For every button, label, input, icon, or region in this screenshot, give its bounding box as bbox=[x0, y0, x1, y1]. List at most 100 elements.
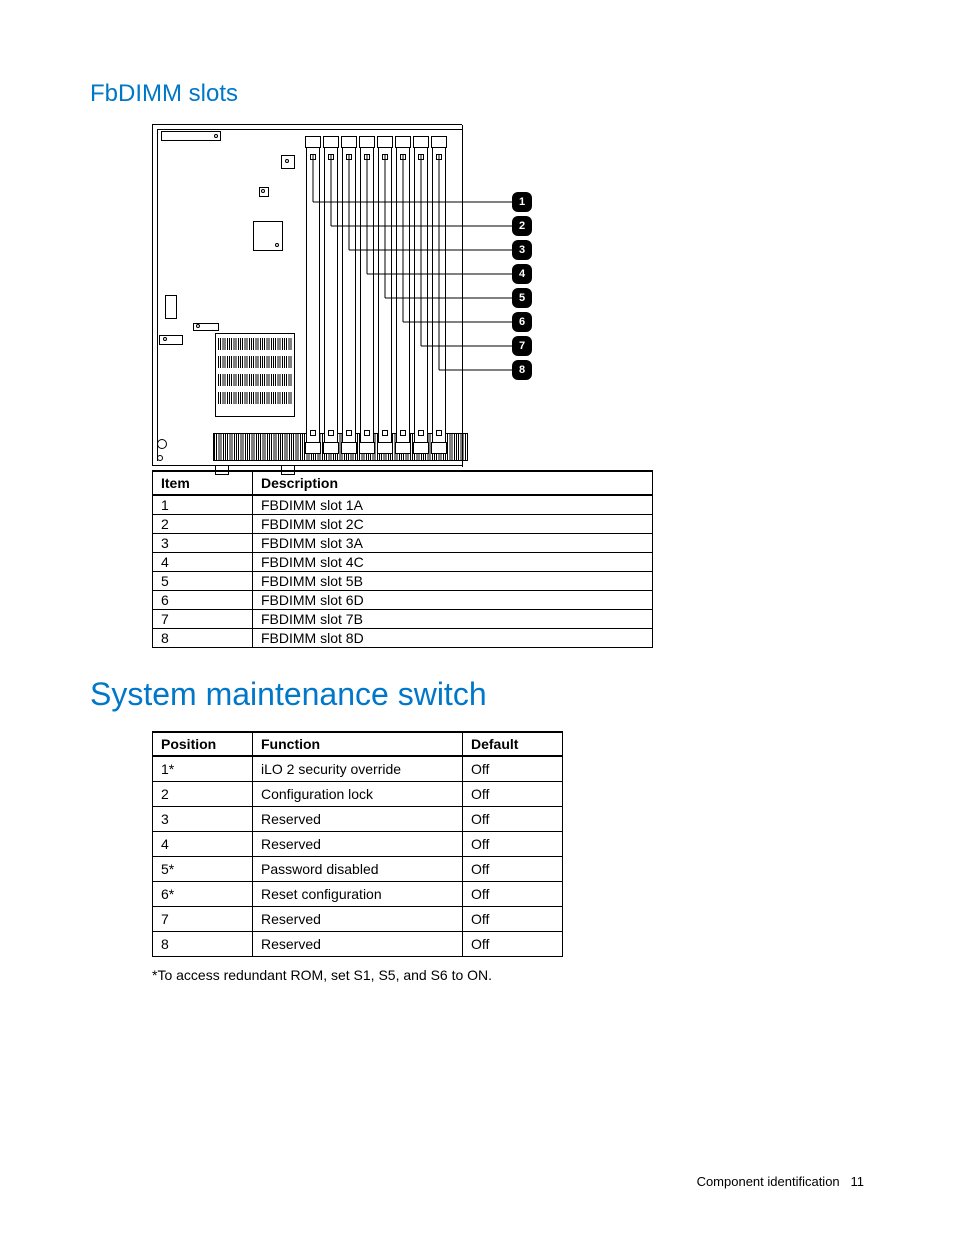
table-cell: 7 bbox=[153, 610, 253, 629]
table-cell: FBDIMM slot 6D bbox=[253, 591, 653, 610]
table-cell: Reserved bbox=[253, 932, 463, 957]
table-row: 5FBDIMM slot 5B bbox=[153, 572, 653, 591]
dimm-slot bbox=[360, 137, 374, 453]
table-cell: FBDIMM slot 7B bbox=[253, 610, 653, 629]
dimm-slot bbox=[396, 137, 410, 453]
table-cell: 2 bbox=[153, 782, 253, 807]
dimm-slot bbox=[342, 137, 356, 453]
table-cell: Password disabled bbox=[253, 857, 463, 882]
chip bbox=[259, 187, 269, 197]
footnote: *To access redundant ROM, set S1, S5, an… bbox=[152, 967, 864, 983]
table-row: 1FBDIMM slot 1A bbox=[153, 495, 653, 515]
table-row: 2Configuration lockOff bbox=[153, 782, 563, 807]
heading-system-maintenance-switch: System maintenance switch bbox=[90, 676, 864, 713]
dimm-slots bbox=[306, 137, 456, 453]
footer-page-number: 11 bbox=[851, 1174, 865, 1189]
chip bbox=[253, 221, 283, 251]
heatsink bbox=[215, 333, 295, 417]
dimm-slot bbox=[432, 137, 446, 453]
chip bbox=[161, 131, 221, 141]
table-row: 1*iLO 2 security overrideOff bbox=[153, 756, 563, 782]
table-cell: 6* bbox=[153, 882, 253, 907]
heatsink-cap bbox=[281, 465, 295, 475]
table-header: Description bbox=[253, 471, 653, 495]
table-cell: 3 bbox=[153, 807, 253, 832]
table-row: 6*Reset configurationOff bbox=[153, 882, 563, 907]
system-maintenance-switch-table: PositionFunctionDefault 1*iLO 2 security… bbox=[152, 731, 563, 957]
table-cell: Reserved bbox=[253, 807, 463, 832]
table-cell: 4 bbox=[153, 832, 253, 857]
table-cell: Reserved bbox=[253, 832, 463, 857]
table-cell: Off bbox=[463, 756, 563, 782]
table-cell: FBDIMM slot 2C bbox=[253, 515, 653, 534]
table-header: Default bbox=[463, 732, 563, 756]
table-row: 3FBDIMM slot 3A bbox=[153, 534, 653, 553]
table-cell: FBDIMM slot 5B bbox=[253, 572, 653, 591]
chip bbox=[159, 335, 183, 345]
table-cell: FBDIMM slot 8D bbox=[253, 629, 653, 648]
callout-bubble: 6 bbox=[512, 312, 532, 332]
table-cell: 1* bbox=[153, 756, 253, 782]
table-row: 3ReservedOff bbox=[153, 807, 563, 832]
table-cell: 1 bbox=[153, 495, 253, 515]
screw-icon bbox=[157, 439, 167, 449]
callout-bubble: 2 bbox=[512, 216, 532, 236]
table-cell: 3 bbox=[153, 534, 253, 553]
table-cell: Off bbox=[463, 882, 563, 907]
callout-bubble: 8 bbox=[512, 360, 532, 380]
table-cell: FBDIMM slot 4C bbox=[253, 553, 653, 572]
table-cell: 5* bbox=[153, 857, 253, 882]
table-row: 8ReservedOff bbox=[153, 932, 563, 957]
dimm-slot bbox=[306, 137, 320, 453]
heatsink-cap bbox=[215, 465, 229, 475]
callout-bubble: 4 bbox=[512, 264, 532, 284]
table-cell: 8 bbox=[153, 932, 253, 957]
table-cell: Off bbox=[463, 807, 563, 832]
table-row: 4FBDIMM slot 4C bbox=[153, 553, 653, 572]
table-cell: Off bbox=[463, 932, 563, 957]
dimm-slot bbox=[378, 137, 392, 453]
table-cell: FBDIMM slot 3A bbox=[253, 534, 653, 553]
table-row: 8FBDIMM slot 8D bbox=[153, 629, 653, 648]
table-cell: 5 bbox=[153, 572, 253, 591]
callout-bubble: 3 bbox=[512, 240, 532, 260]
board-outline bbox=[152, 124, 462, 466]
callout-bubble: 7 bbox=[512, 336, 532, 356]
callout-bubble: 5 bbox=[512, 288, 532, 308]
table-row: 7ReservedOff bbox=[153, 907, 563, 932]
table-cell: 2 bbox=[153, 515, 253, 534]
table-cell: Off bbox=[463, 832, 563, 857]
heading-fbdimm-slots: FbDIMM slots bbox=[90, 80, 864, 108]
table-cell: Off bbox=[463, 782, 563, 807]
chip bbox=[165, 295, 177, 319]
fbdimm-diagram: 1 2 3 4 5 6 7 8 bbox=[152, 124, 652, 466]
table-row: 4ReservedOff bbox=[153, 832, 563, 857]
table-cell: Off bbox=[463, 907, 563, 932]
table-header: Function bbox=[253, 732, 463, 756]
table-row: 7FBDIMM slot 7B bbox=[153, 610, 653, 629]
fbdimm-slot-table: ItemDescription 1FBDIMM slot 1A2FBDIMM s… bbox=[152, 470, 653, 648]
table-cell: Off bbox=[463, 857, 563, 882]
table-cell: 8 bbox=[153, 629, 253, 648]
table-cell: 6 bbox=[153, 591, 253, 610]
page-footer: Component identification 11 bbox=[697, 1174, 864, 1189]
page: FbDIMM slots bbox=[0, 0, 954, 1235]
table-cell: Configuration lock bbox=[253, 782, 463, 807]
table-header: Item bbox=[153, 471, 253, 495]
table-row: 6FBDIMM slot 6D bbox=[153, 591, 653, 610]
footer-section: Component identification bbox=[697, 1174, 840, 1189]
callout-bubble: 1 bbox=[512, 192, 532, 212]
table-cell: 4 bbox=[153, 553, 253, 572]
table-cell: Reset configuration bbox=[253, 882, 463, 907]
table-cell: 7 bbox=[153, 907, 253, 932]
dimm-slot bbox=[414, 137, 428, 453]
dimm-slot bbox=[324, 137, 338, 453]
table-header: Position bbox=[153, 732, 253, 756]
table-row: 2FBDIMM slot 2C bbox=[153, 515, 653, 534]
table-row: 5*Password disabledOff bbox=[153, 857, 563, 882]
table-cell: iLO 2 security override bbox=[253, 756, 463, 782]
chip bbox=[193, 323, 219, 331]
screw-icon bbox=[157, 455, 163, 461]
chip bbox=[281, 155, 295, 169]
table-cell: Reserved bbox=[253, 907, 463, 932]
